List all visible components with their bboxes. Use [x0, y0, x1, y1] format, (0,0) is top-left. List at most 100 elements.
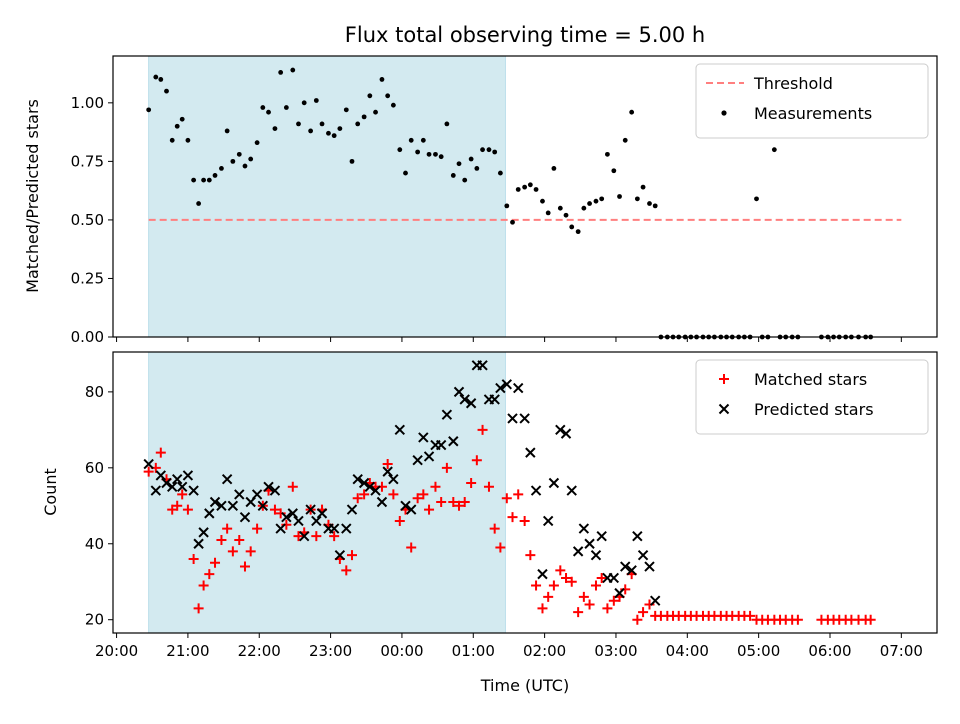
predicted-star-point — [155, 470, 167, 481]
matched-star-point — [459, 496, 470, 507]
matched-star-point — [483, 481, 494, 492]
top-panel-series-1 — [146, 67, 874, 340]
predicted-star-point — [608, 572, 620, 584]
matched-star-point — [531, 580, 542, 591]
measurement-point — [599, 196, 605, 202]
measurement-point — [385, 93, 391, 99]
x-tick-label: 23:00 — [309, 642, 352, 660]
predicted-star-point — [394, 424, 406, 436]
predicted-star-point — [637, 549, 649, 561]
measurement-point — [497, 170, 503, 176]
matched-star-point — [210, 557, 221, 568]
matched-star-point — [537, 603, 548, 614]
matched-star-point — [359, 489, 370, 500]
measurement-point — [433, 151, 438, 157]
measurement-point — [308, 128, 314, 134]
x-tick-label: 05:00 — [737, 642, 780, 660]
x-tick-label: 03:00 — [594, 642, 637, 660]
measurement-point — [379, 77, 385, 82]
predicted-star-point — [489, 394, 500, 405]
measurement-point — [605, 151, 610, 157]
x-tick-label: 02:00 — [523, 642, 566, 660]
predicted-star-point — [188, 485, 199, 496]
plot-layer: 0.00 0.25 0.50 0.75 1.00 Threshold Measurement… — [71, 55, 938, 660]
measurement-point — [492, 149, 498, 155]
predicted-star-point — [513, 382, 524, 394]
predicted-star-point — [649, 595, 661, 606]
predicted-star-point — [537, 568, 548, 580]
predicted-star-point — [198, 527, 209, 538]
predicted-star-point — [176, 481, 188, 493]
predicted-star-point — [281, 511, 292, 523]
matched-star-point — [382, 459, 393, 470]
matched-star-point — [436, 496, 447, 507]
matched-star-point — [441, 462, 452, 473]
matched-star-point — [193, 603, 204, 614]
predicted-star-point — [298, 530, 310, 542]
legend-box — [695, 63, 929, 139]
legend-label: Measurements — [754, 104, 872, 123]
top-panel-shaded-region — [148, 55, 506, 338]
bottom-panel-frame — [112, 351, 938, 634]
measurement-point — [522, 184, 528, 190]
matched-star-point — [406, 542, 417, 553]
measurement-point — [201, 177, 207, 183]
bottom-panel-y-tick-label: 20 — [85, 611, 104, 629]
predicted-star-point — [161, 477, 172, 489]
matched-star-point — [578, 591, 589, 602]
predicted-star-point — [209, 496, 221, 508]
predicted-star-point — [221, 474, 233, 485]
matched-star-point — [525, 550, 536, 561]
predicted-star-point — [525, 447, 536, 458]
top-panel-legend: Threshold Measurements — [695, 63, 929, 139]
measurement-point — [527, 182, 533, 188]
measurement-point — [593, 198, 599, 204]
measurement-point — [224, 128, 230, 134]
measurement-point — [575, 229, 581, 235]
predicted-star-point — [632, 530, 643, 542]
legend-label: Threshold — [753, 74, 833, 93]
measurement-point — [617, 194, 622, 199]
predicted-star-point — [341, 523, 352, 534]
measurement-point — [355, 121, 361, 127]
measurement-point — [301, 100, 307, 106]
measurement-point — [146, 107, 152, 113]
measurement-point — [242, 163, 248, 169]
measurement-point — [326, 130, 331, 136]
measurement-point — [349, 158, 355, 164]
x-tick-label: 00:00 — [380, 642, 423, 660]
measurement-point — [515, 187, 521, 192]
x-tick-label: 20:00 — [95, 642, 138, 660]
predicted-star-point — [388, 474, 399, 485]
measurement-point — [438, 154, 444, 160]
x-tick-label: 07:00 — [880, 642, 923, 660]
measurement-point — [426, 151, 432, 157]
measurement-point — [331, 133, 337, 139]
predicted-star-point — [400, 500, 411, 511]
top-panel-y-tick-label: 0.25 — [71, 269, 104, 287]
matched-star-point — [501, 493, 512, 504]
predicted-star-point — [352, 474, 363, 485]
matched-star-point — [561, 572, 572, 583]
legend-matched-swatch — [719, 374, 729, 384]
legend-measurement-swatch — [721, 110, 727, 116]
x-tick-label: 06:00 — [808, 642, 851, 660]
measurement-point — [196, 201, 202, 206]
predicted-star-point — [263, 481, 274, 493]
matched-star-point — [418, 489, 429, 500]
measurement-point — [622, 137, 628, 143]
predicted-star-point — [465, 398, 477, 409]
predicted-star-point — [311, 515, 322, 527]
top-panel-y-tick-label: 1.00 — [71, 94, 104, 112]
measurement-point — [266, 109, 271, 115]
measurement-point — [290, 67, 296, 73]
predicted-star-point — [204, 508, 215, 519]
measurement-point — [754, 196, 759, 202]
predicted-star-point — [406, 504, 417, 515]
measurement-point — [403, 170, 408, 176]
predicted-star-point — [193, 538, 204, 549]
predicted-star-point — [519, 413, 530, 424]
measurement-point — [319, 121, 325, 127]
matched-star-point — [269, 504, 280, 515]
measurement-point — [444, 121, 450, 127]
